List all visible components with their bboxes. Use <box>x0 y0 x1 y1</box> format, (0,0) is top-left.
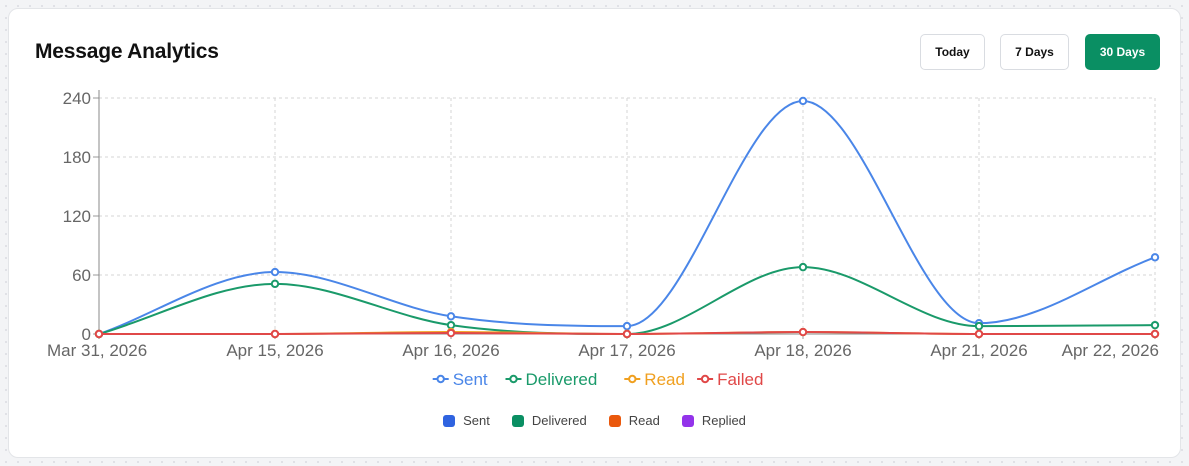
data-point-sent <box>1150 253 1160 262</box>
x-tick-label: Apr 15, 2026 <box>226 341 323 360</box>
legend-point-swatch <box>436 374 445 384</box>
data-point-failed <box>446 328 456 338</box>
data-point-delivered <box>446 320 456 330</box>
data-point-failed <box>270 329 280 339</box>
legend-delivered-label: Delivered <box>531 413 587 428</box>
seven-days-button[interactable]: 7 Days <box>1000 34 1069 70</box>
x-tick-label: Apr 18, 2026 <box>754 341 851 360</box>
series-line-sent <box>98 99 1156 335</box>
legend-item-failed: Failed <box>697 370 763 389</box>
message-analytics-chart: 0 60 120 180 240 Mar 31, 2026 Apr 15, 2026 Apr … <box>47 89 1160 389</box>
data-point-delivered <box>974 321 984 331</box>
data-point-sent <box>446 312 456 321</box>
legend-read: Read <box>608 413 660 428</box>
legend-point-swatch <box>509 374 518 384</box>
data-point-sent <box>622 321 632 331</box>
thirty-days-button[interactable]: 30 Days <box>1085 34 1160 70</box>
legend-sent-label: Sent <box>463 413 490 428</box>
y-tick-label: 120 <box>63 207 91 226</box>
legend-replied: Replied <box>681 413 746 428</box>
data-point-failed <box>622 329 632 339</box>
analytics-card: Message Analytics Today 7 Days 30 Days 0… <box>8 8 1181 458</box>
legend-sent: Sent <box>443 413 490 428</box>
legend-label: Failed <box>717 370 763 389</box>
legend-item-delivered: Delivered <box>505 370 598 389</box>
data-point-delivered <box>798 262 808 272</box>
legend-item-sent: Sent <box>432 370 488 389</box>
legend-sent-swatch <box>443 414 456 427</box>
y-tick-label: 0 <box>82 325 91 344</box>
chart-legend: Sent Delivered Read Failed <box>432 370 763 389</box>
legend-read-swatch <box>608 414 621 427</box>
legend-delivered: Delivered <box>511 413 587 428</box>
legend-point-swatch <box>628 374 637 384</box>
legend-replied-swatch <box>681 414 694 427</box>
y-tick-label: 240 <box>63 89 91 108</box>
x-tick-label: Apr 22, 2026 <box>1062 341 1159 360</box>
data-point-sent <box>798 96 808 106</box>
x-tick-label: Apr 17, 2026 <box>578 341 675 360</box>
today-button[interactable]: Today <box>920 34 985 70</box>
data-point-delivered <box>1150 320 1160 330</box>
data-point-failed <box>798 327 808 337</box>
legend-item-read: Read <box>624 370 685 389</box>
data-point-failed <box>974 329 984 339</box>
series-failed <box>94 327 1160 339</box>
legend-label: Delivered <box>526 370 598 389</box>
data-point-failed <box>1150 329 1160 339</box>
data-point-sent <box>270 267 280 277</box>
y-tick-label: 60 <box>72 266 91 285</box>
card-title: Message Analytics <box>35 40 219 63</box>
legend-label: Read <box>644 370 685 389</box>
x-tick-label: Mar 31, 2026 <box>47 341 147 360</box>
x-tick-label: Apr 16, 2026 <box>402 341 499 360</box>
legend-read-label: Read <box>628 413 660 428</box>
legend-replied-label: Replied <box>701 413 746 428</box>
chart-axes: 0 60 120 180 240 Mar 31, 2026 Apr 15, 2026 Apr … <box>47 89 1159 360</box>
secondary-legend: Sent Delivered Read Replied <box>9 413 1180 428</box>
chart-grid <box>98 97 1156 335</box>
data-point-delivered <box>270 279 280 289</box>
series-sent <box>94 96 1160 339</box>
y-tick-label: 180 <box>63 148 91 167</box>
legend-delivered-swatch <box>511 414 524 427</box>
legend-label: Sent <box>453 370 488 389</box>
chart-series <box>94 96 1160 339</box>
legend-point-swatch <box>700 374 710 384</box>
data-point-failed <box>94 329 104 339</box>
x-tick-label: Apr 21, 2026 <box>930 341 1027 360</box>
